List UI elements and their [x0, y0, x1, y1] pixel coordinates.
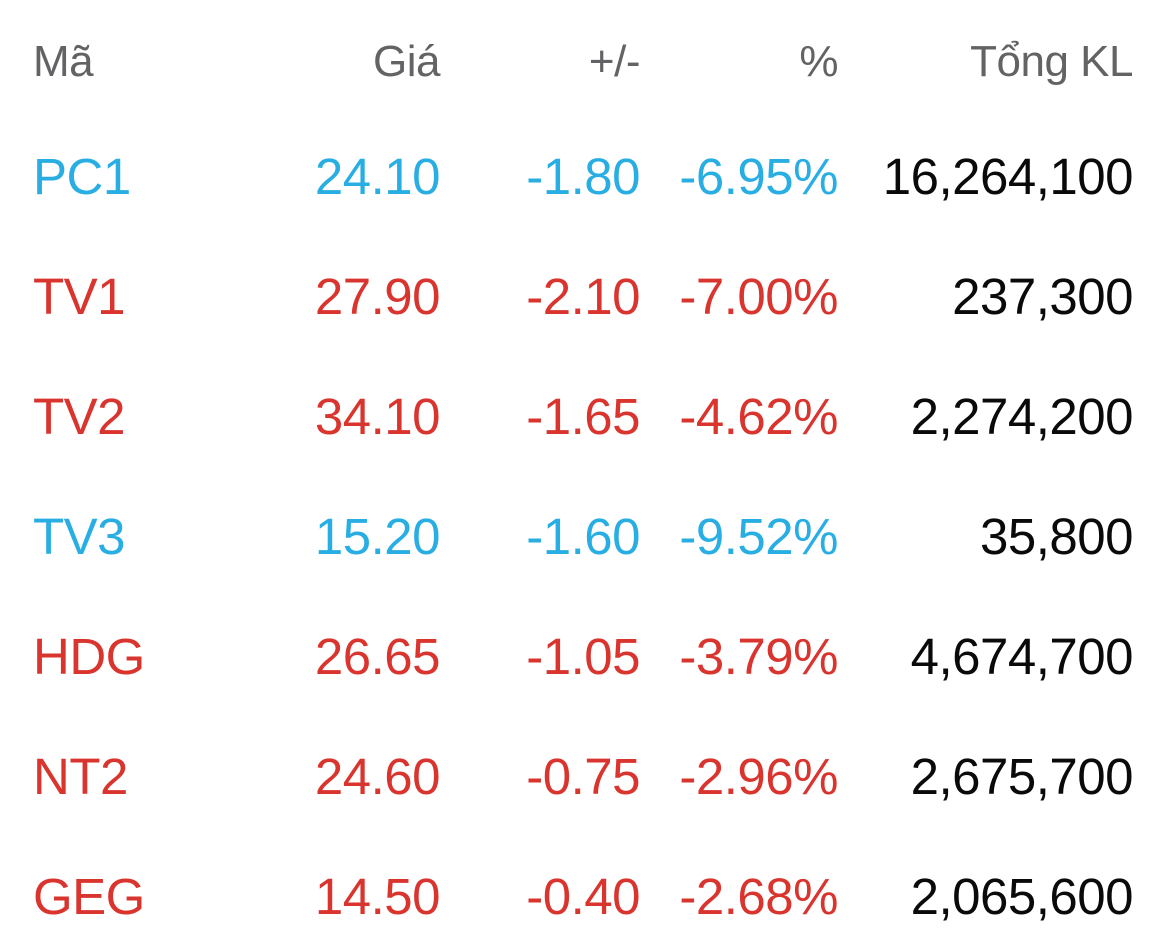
volume-cell: 2,675,700 [910, 747, 1134, 805]
change-cell: -1.80 [526, 147, 640, 205]
volume-cell: 2,274,200 [910, 387, 1134, 445]
column-header-percent: % [799, 37, 838, 86]
symbol-cell: HDG [33, 627, 145, 685]
percent-cell: -9.52% [679, 507, 838, 565]
percent-cell: -2.96% [679, 747, 838, 805]
price-cell: 14.50 [314, 867, 441, 925]
symbol-cell: PC1 [33, 147, 131, 205]
change-cell: -2.10 [526, 267, 640, 325]
change-cell: -1.60 [526, 507, 640, 565]
percent-cell: -2.68% [679, 867, 838, 925]
symbol-cell: NT2 [33, 747, 128, 805]
symbol-cell: TV2 [33, 387, 126, 445]
column-header-change: +/- [588, 37, 641, 86]
percent-cell: -6.95% [679, 147, 838, 205]
table-row-NT2[interactable]: NT2 24.60 -0.75 -2.96% 2,675,700 [33, 716, 1134, 836]
symbol-cell: TV1 [33, 267, 126, 325]
table-row-HDG[interactable]: HDG 26.65 -1.05 -3.79% 4,674,700 [33, 596, 1134, 716]
volume-cell: 35,800 [980, 507, 1134, 565]
percent-cell: -7.00% [679, 267, 838, 325]
price-cell: 24.60 [314, 747, 441, 805]
table-row-TV3[interactable]: TV3 15.20 -1.60 -9.52% 35,800 [33, 476, 1134, 596]
change-cell: -1.05 [526, 627, 640, 685]
volume-cell: 2,065,600 [910, 867, 1134, 925]
table-header: Mã Giá +/- % Tổng KL [33, 8, 1134, 116]
table-body: PC1 24.10 -1.80 -6.95% 16,264,100 TV1 27.90 -2.… [33, 116, 1134, 952]
stock-table: Mã Giá +/- % Tổng KL PC1 24.10 -1.80 -6.95%… [33, 8, 1134, 952]
percent-cell: -4.62% [679, 387, 838, 445]
table-row-TV2[interactable]: TV2 34.10 -1.65 -4.62% 2,274,200 [33, 356, 1134, 476]
price-cell: 24.10 [314, 147, 441, 205]
column-header-price: Giá [373, 37, 440, 86]
symbol-cell: GEG [33, 867, 145, 925]
table-row-PC1[interactable]: PC1 24.10 -1.80 -6.95% 16,264,100 [33, 116, 1134, 236]
table-row-GEG[interactable]: GEG 14.50 -0.40 -2.68% 2,065,600 [33, 836, 1134, 952]
volume-cell: 4,674,700 [910, 627, 1134, 685]
volume-cell: 237,300 [952, 267, 1133, 325]
price-cell: 15.20 [314, 507, 441, 565]
change-cell: -1.65 [526, 387, 640, 445]
column-header-volume: Tổng KL [970, 37, 1133, 86]
volume-cell: 16,264,100 [882, 147, 1134, 205]
table-row-TV1[interactable]: TV1 27.90 -2.10 -7.00% 237,300 [33, 236, 1134, 356]
change-cell: -0.75 [526, 747, 640, 805]
price-cell: 26.65 [314, 627, 441, 685]
price-cell: 27.90 [314, 267, 441, 325]
column-header-symbol: Mã [33, 37, 94, 86]
header-row: Mã Giá +/- % Tổng KL [33, 8, 1134, 116]
price-cell: 34.10 [314, 387, 441, 445]
symbol-cell: TV3 [33, 507, 126, 565]
change-cell: -0.40 [526, 867, 640, 925]
percent-cell: -3.79% [679, 627, 838, 685]
